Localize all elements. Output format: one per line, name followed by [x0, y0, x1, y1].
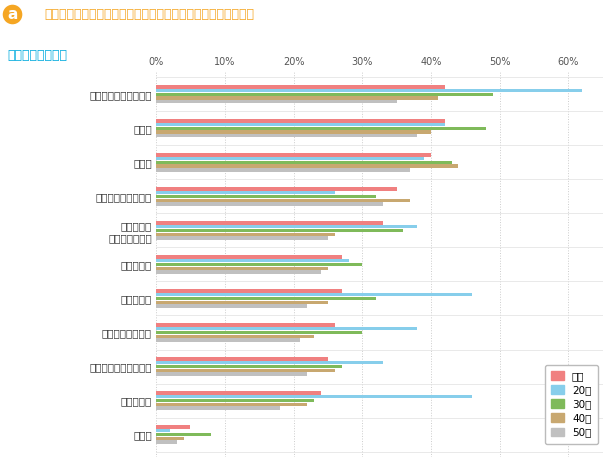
Bar: [156, 127, 486, 130]
Bar: [156, 323, 335, 327]
Bar: [156, 270, 321, 274]
Bar: [156, 335, 314, 338]
Bar: [156, 85, 445, 89]
Bar: [156, 425, 190, 429]
Bar: [156, 391, 321, 395]
Bar: [156, 100, 397, 103]
Bar: [156, 255, 341, 259]
Bar: [156, 236, 328, 240]
Bar: [156, 229, 403, 232]
Bar: [156, 199, 411, 202]
Bar: [156, 293, 472, 296]
Bar: [156, 225, 417, 228]
Bar: [156, 372, 307, 376]
Bar: [156, 130, 431, 134]
Bar: [156, 289, 341, 293]
Bar: [156, 304, 307, 308]
Bar: [156, 399, 314, 402]
Bar: [156, 301, 328, 304]
Bar: [156, 331, 362, 334]
Bar: [156, 202, 383, 206]
Bar: [156, 161, 452, 164]
Bar: [156, 395, 472, 398]
Bar: [156, 153, 431, 157]
Bar: [156, 440, 177, 444]
Text: 【年代別グラフ】: 【年代別グラフ】: [7, 49, 67, 62]
Bar: [156, 263, 362, 266]
Bar: [156, 365, 341, 368]
Bar: [156, 96, 438, 100]
Bar: [156, 361, 383, 364]
Bar: [156, 233, 335, 236]
Bar: [156, 338, 300, 342]
Bar: [156, 369, 335, 372]
Bar: [156, 89, 582, 92]
Bar: [156, 191, 335, 194]
Bar: [156, 119, 445, 123]
Bar: [156, 357, 328, 361]
Bar: [156, 259, 348, 262]
Bar: [156, 93, 493, 96]
Legend: 全体, 20代, 30代, 40代, 50代: 全体, 20代, 30代, 40代, 50代: [545, 364, 597, 444]
Bar: [156, 134, 417, 137]
Bar: [156, 297, 376, 300]
Bar: [156, 123, 445, 126]
Bar: [156, 403, 307, 406]
Bar: [156, 187, 397, 191]
Text: a: a: [7, 7, 18, 22]
Bar: [156, 429, 170, 432]
Bar: [156, 168, 411, 171]
Bar: [156, 433, 211, 436]
Bar: [156, 164, 458, 168]
Bar: [156, 327, 417, 330]
Bar: [156, 221, 383, 225]
Bar: [156, 437, 184, 440]
Bar: [156, 195, 376, 198]
Bar: [156, 406, 280, 410]
Bar: [156, 267, 328, 270]
Bar: [156, 157, 424, 160]
Text: どんな能力を高めたいですか？以下の中からお選びください。: どんな能力を高めたいですか？以下の中からお選びください。: [44, 8, 254, 21]
